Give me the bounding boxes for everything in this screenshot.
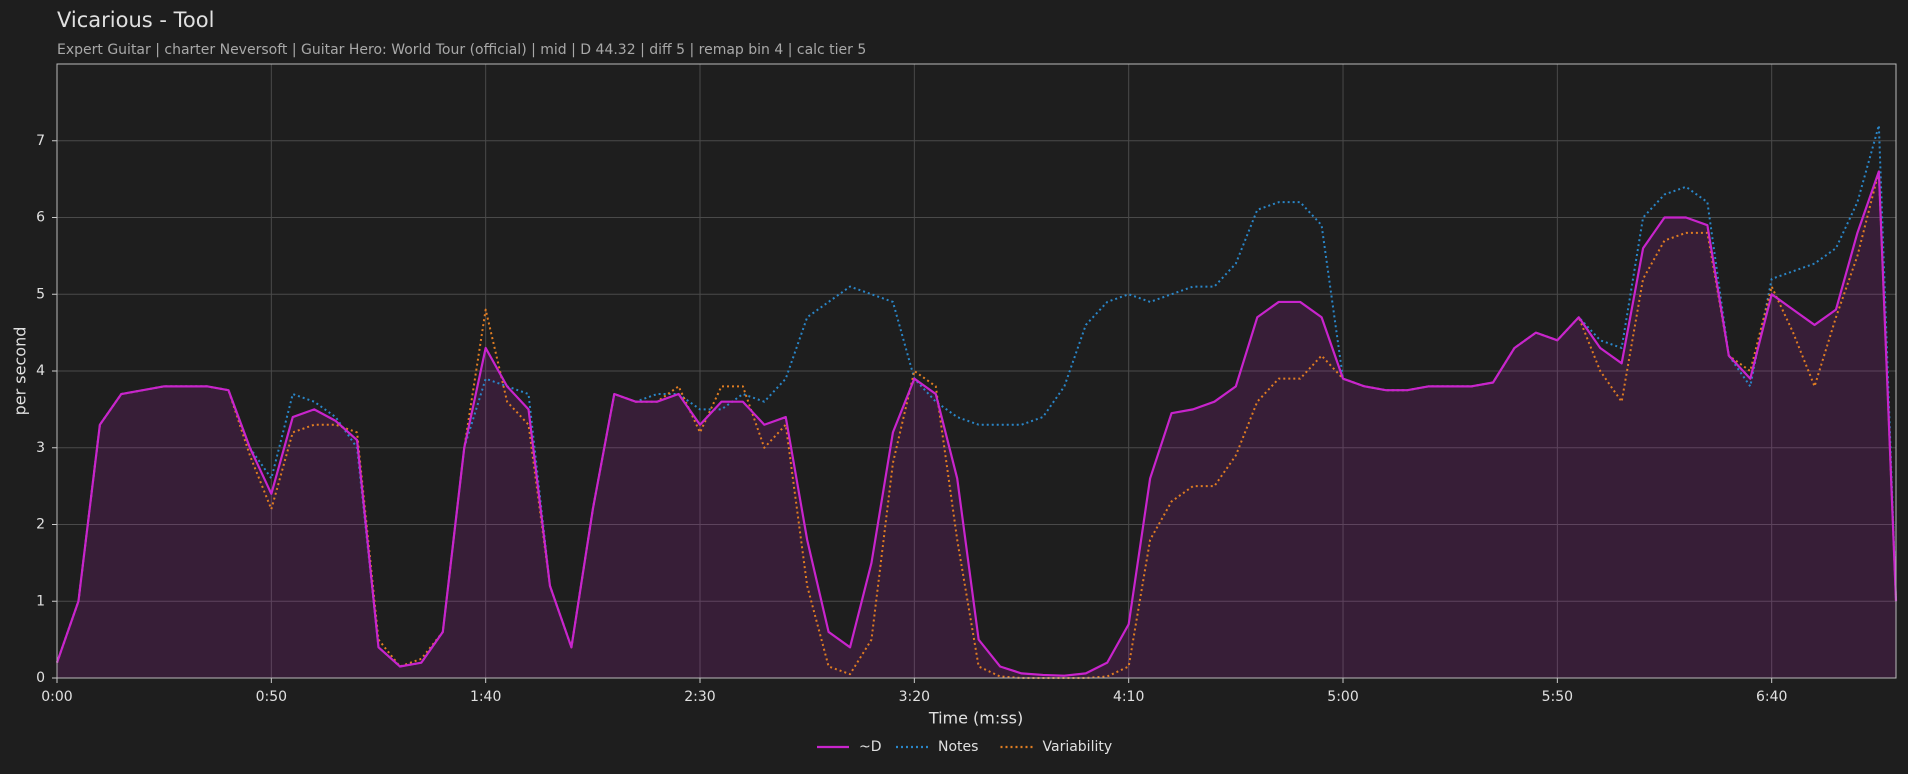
area bbox=[57, 171, 1896, 678]
y-tick-label: 6 bbox=[36, 210, 45, 226]
x-tick-label: 4:10 bbox=[1113, 689, 1144, 705]
x-tick-label: 3:20 bbox=[899, 689, 930, 705]
line bbox=[56, 124, 1897, 668]
y-axis-label: per second bbox=[11, 327, 30, 416]
line bbox=[55, 170, 1898, 677]
legend-label: ~D bbox=[859, 739, 882, 755]
x-tick-label: 1:40 bbox=[470, 689, 501, 705]
chart-subtitle: Expert Guitar | charter Neversoft | Guit… bbox=[57, 42, 866, 58]
y-tick-label: 3 bbox=[36, 440, 45, 456]
x-tick-label: 0:50 bbox=[256, 689, 287, 705]
y-tick-label: 4 bbox=[36, 363, 45, 379]
legend-label: Variability bbox=[1043, 739, 1113, 755]
x-tick-label: 0:00 bbox=[41, 689, 72, 705]
plot-frame bbox=[56, 63, 1897, 679]
y-tick-label: 0 bbox=[36, 670, 45, 686]
legend-label: Notes bbox=[938, 739, 978, 755]
x-tick-label: 5:50 bbox=[1542, 689, 1573, 705]
x-tick-label: 6:40 bbox=[1756, 689, 1787, 705]
y-tick-label: 1 bbox=[36, 593, 45, 609]
y-tick-label: 5 bbox=[36, 286, 45, 302]
chart-title: Vicarious - Tool bbox=[57, 8, 214, 32]
x-tick-label: 5:00 bbox=[1327, 689, 1358, 705]
x-axis-label: Time (m:ss) bbox=[928, 709, 1023, 728]
y-tick-label: 7 bbox=[36, 133, 45, 149]
y-tick-label: 2 bbox=[36, 517, 45, 533]
x-tick-label: 2:30 bbox=[684, 689, 715, 705]
